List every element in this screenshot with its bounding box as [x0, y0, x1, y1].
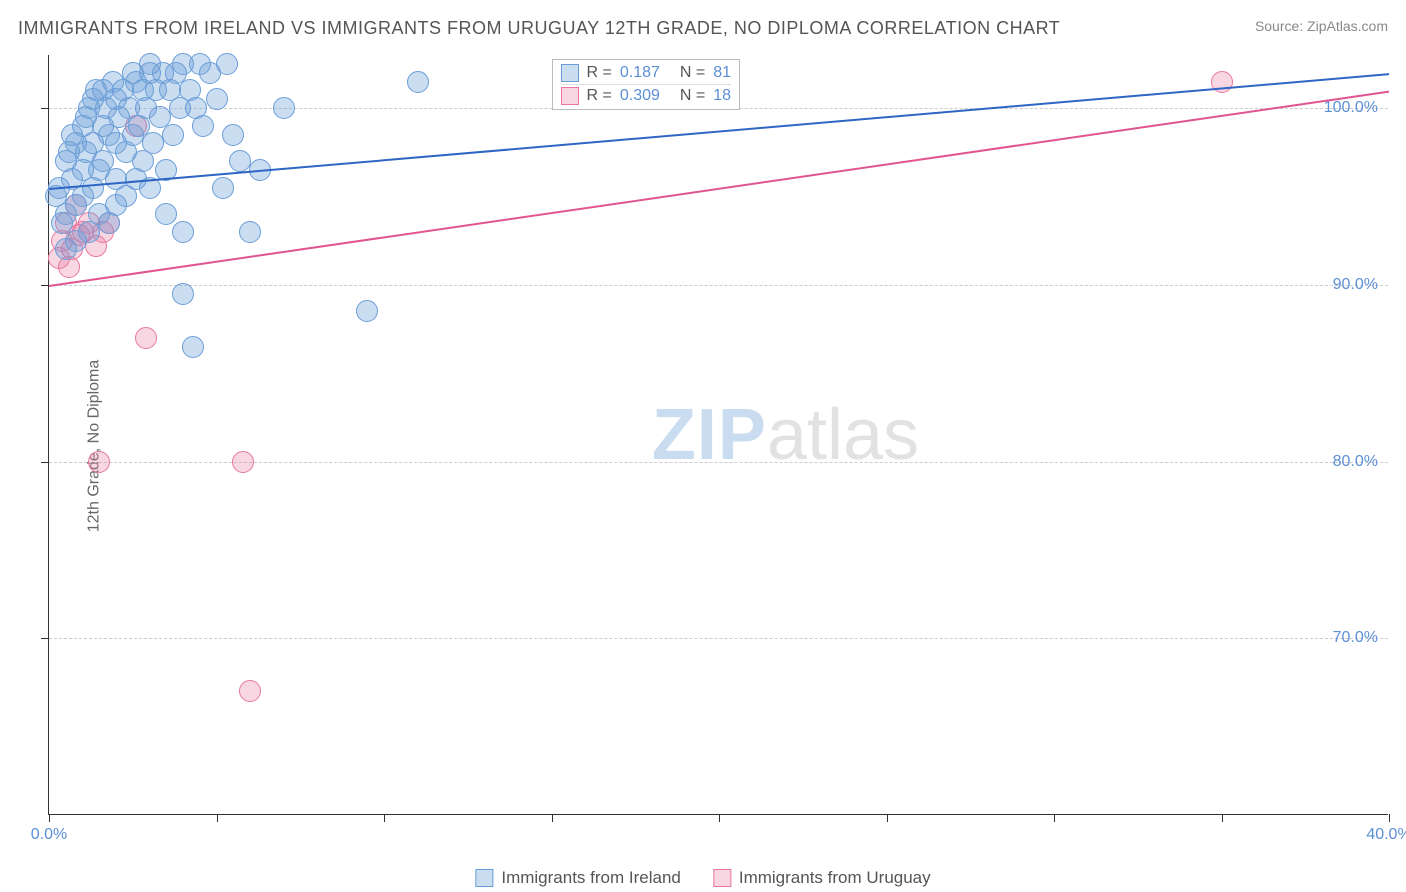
y-tick — [41, 108, 49, 109]
gridline — [49, 285, 1388, 286]
r-label: R = — [587, 64, 612, 82]
n-label: N = — [680, 64, 705, 82]
data-point-ireland — [192, 115, 214, 137]
data-point-uruguay — [239, 680, 261, 702]
x-tick — [1222, 814, 1223, 822]
x-tick — [887, 814, 888, 822]
bottom-legend: Immigrants from Ireland Immigrants from … — [475, 868, 930, 888]
correlation-legend: R = 0.187 N = 81 R = 0.309 N = 18 — [552, 59, 740, 110]
n-value: 81 — [713, 64, 731, 82]
legend-label-uruguay: Immigrants from Uruguay — [739, 868, 931, 888]
data-point-ireland — [182, 336, 204, 358]
x-tick-label-left: 0.0% — [31, 826, 67, 844]
r-value: 0.187 — [620, 64, 672, 82]
legend-row-ireland: R = 0.187 N = 81 — [561, 62, 731, 84]
data-point-uruguay — [88, 451, 110, 473]
data-point-ireland — [222, 124, 244, 146]
r-label: R = — [587, 87, 612, 105]
x-tick — [49, 814, 50, 822]
data-point-ireland — [172, 283, 194, 305]
x-tick — [1054, 814, 1055, 822]
swatch-uruguay — [561, 87, 579, 105]
y-tick — [41, 462, 49, 463]
data-point-ireland — [172, 221, 194, 243]
data-point-ireland — [356, 300, 378, 322]
chart-source: Source: ZipAtlas.com — [1255, 18, 1388, 34]
y-tick-label: 90.0% — [1333, 276, 1378, 294]
y-tick-label: 70.0% — [1333, 629, 1378, 647]
chart-title: IMMIGRANTS FROM IRELAND VS IMMIGRANTS FR… — [18, 18, 1060, 39]
data-point-ireland — [142, 132, 164, 154]
data-point-ireland — [155, 203, 177, 225]
x-tick — [552, 814, 553, 822]
x-tick-label-right: 40.0% — [1366, 826, 1406, 844]
x-tick — [1389, 814, 1390, 822]
swatch-ireland — [475, 869, 493, 887]
legend-item-uruguay: Immigrants from Uruguay — [713, 868, 931, 888]
n-value: 18 — [713, 87, 731, 105]
watermark-atlas: atlas — [767, 394, 919, 476]
data-point-ireland — [162, 124, 184, 146]
data-point-ireland — [239, 221, 261, 243]
legend-label-ireland: Immigrants from Ireland — [501, 868, 681, 888]
data-point-ireland — [407, 71, 429, 93]
data-point-ireland — [206, 88, 228, 110]
data-point-ireland — [139, 53, 161, 75]
data-point-ireland — [216, 53, 238, 75]
y-tick — [41, 285, 49, 286]
y-tick-label: 80.0% — [1333, 453, 1378, 471]
swatch-ireland — [561, 64, 579, 82]
x-tick — [217, 814, 218, 822]
data-point-uruguay — [135, 327, 157, 349]
plot-area: ZIPatlas 70.0%80.0%90.0%100.0%0.0%40.0%R… — [48, 55, 1388, 815]
legend-item-ireland: Immigrants from Ireland — [475, 868, 681, 888]
data-point-ireland — [212, 177, 234, 199]
y-tick-label: 100.0% — [1324, 99, 1378, 117]
data-point-ireland — [273, 97, 295, 119]
legend-row-uruguay: R = 0.309 N = 18 — [561, 84, 731, 107]
r-value: 0.309 — [620, 87, 672, 105]
trend-line-uruguay — [49, 90, 1389, 286]
x-tick — [719, 814, 720, 822]
watermark-zip: ZIP — [652, 394, 767, 476]
x-tick — [384, 814, 385, 822]
y-tick — [41, 638, 49, 639]
swatch-uruguay — [713, 869, 731, 887]
data-point-uruguay — [232, 451, 254, 473]
n-label: N = — [680, 87, 705, 105]
data-point-ireland — [229, 150, 251, 172]
watermark: ZIPatlas — [652, 394, 919, 476]
gridline — [49, 638, 1388, 639]
